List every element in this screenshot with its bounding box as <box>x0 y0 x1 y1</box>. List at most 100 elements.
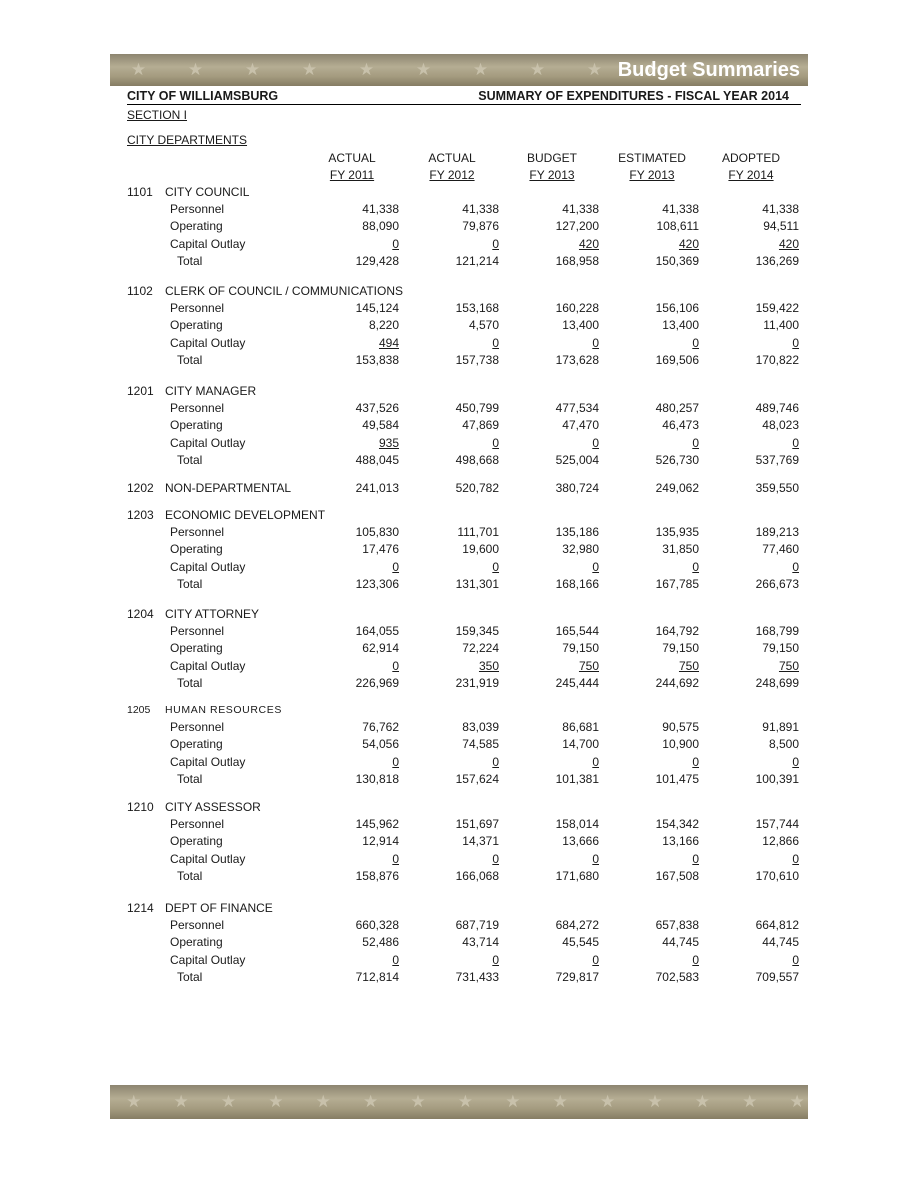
amount-cell: 0 <box>492 560 499 574</box>
department-name: CITY ATTORNEY <box>165 607 260 621</box>
amount-cell: 168,799 <box>755 624 799 638</box>
total-cell: 170,610 <box>755 869 799 883</box>
star-icon: ★ <box>415 59 432 80</box>
subsection-label: CITY DEPARTMENTS <box>127 133 248 147</box>
amount-cell: 420 <box>778 237 799 251</box>
amount-cell: 135,935 <box>655 525 699 539</box>
amount-cell: 13,166 <box>662 834 699 848</box>
amount-cell: 450,799 <box>455 401 499 415</box>
amount-cell: 157,744 <box>755 817 799 831</box>
total-cell: 150,369 <box>655 254 699 268</box>
amount-cell: 79,150 <box>662 641 699 655</box>
amount-cell: 0 <box>792 953 799 967</box>
amount-cell: 0 <box>492 852 499 866</box>
amount-cell: 750 <box>678 659 699 673</box>
star-icon: ★ <box>301 59 318 80</box>
amount-cell: 0 <box>692 336 699 350</box>
amount-cell: 13,666 <box>562 834 599 848</box>
amount-cell: 359,550 <box>755 481 799 495</box>
amount-cell: 165,544 <box>555 624 599 638</box>
row-label: Capital Outlay <box>170 237 246 251</box>
column-header-type: ACTUAL <box>328 151 376 165</box>
row-label: Total <box>177 577 203 591</box>
total-cell: 170,822 <box>755 353 799 367</box>
star-icon: ★ <box>647 1091 663 1112</box>
amount-cell: 88,090 <box>362 219 399 233</box>
column-header-year: FY 2014 <box>728 168 774 182</box>
row-label: Operating <box>170 318 223 332</box>
total-cell: 248,699 <box>755 676 799 690</box>
amount-cell: 0 <box>392 953 399 967</box>
amount-cell: 0 <box>792 336 799 350</box>
star-icon: ★ <box>410 1091 426 1112</box>
row-label: Capital Outlay <box>170 560 246 574</box>
total-cell: 488,045 <box>355 453 399 467</box>
amount-cell: 44,745 <box>662 935 699 949</box>
star-icon: ★ <box>505 1091 521 1112</box>
star-icon: ★ <box>220 1091 237 1112</box>
amount-cell: 0 <box>492 336 499 350</box>
department-code: 1201 <box>127 384 154 398</box>
amount-cell: 684,272 <box>555 918 599 932</box>
amount-cell: 350 <box>478 659 499 673</box>
amount-cell: 79,150 <box>762 641 799 655</box>
amount-cell: 477,534 <box>555 401 599 415</box>
total-cell: 171,680 <box>555 869 599 883</box>
department-code: 1202 <box>127 481 154 495</box>
total-cell: 100,391 <box>755 772 799 786</box>
amount-cell: 49,584 <box>362 418 399 432</box>
star-icon: ★ <box>599 1091 616 1112</box>
amount-cell: 31,850 <box>662 542 699 556</box>
amount-cell: 159,345 <box>455 624 499 638</box>
row-label: Personnel <box>170 301 225 315</box>
amount-cell: 189,213 <box>755 525 799 539</box>
row-label: Capital Outlay <box>170 852 246 866</box>
amount-cell: 135,186 <box>555 525 599 539</box>
star-icon: ★ <box>643 59 660 80</box>
amount-cell: 0 <box>692 436 699 450</box>
amount-cell: 45,545 <box>562 935 599 949</box>
row-label: Capital Outlay <box>170 336 246 350</box>
row-label: Total <box>177 676 203 690</box>
amount-cell: 437,526 <box>355 401 399 415</box>
amount-cell: 0 <box>692 755 699 769</box>
total-cell: 231,919 <box>455 676 499 690</box>
amount-cell: 249,062 <box>655 481 699 495</box>
amount-cell: 153,168 <box>455 301 499 315</box>
department-name: HUMAN RESOURCES <box>165 704 282 716</box>
amount-cell: 660,328 <box>355 918 399 932</box>
amount-cell: 0 <box>492 953 499 967</box>
amount-cell: 750 <box>778 659 799 673</box>
amount-cell: 8,220 <box>368 318 399 332</box>
amount-cell: 14,700 <box>562 737 599 751</box>
star-icon: ★ <box>187 59 204 80</box>
amount-cell: 520,782 <box>455 481 499 495</box>
column-header-type: ACTUAL <box>428 151 476 165</box>
star-row: ★ ★ ★ ★ ★ ★ ★ ★ ★ ★ <box>110 54 680 86</box>
star-icon: ★ <box>789 1091 805 1112</box>
amount-cell: 0 <box>792 852 799 866</box>
department-name: CITY MANAGER <box>165 384 257 398</box>
amount-cell: 91,891 <box>762 720 799 734</box>
total-cell: 731,433 <box>455 970 499 984</box>
amount-cell: 0 <box>392 659 399 673</box>
total-cell: 123,306 <box>355 577 399 591</box>
row-label: Personnel <box>170 817 225 831</box>
total-cell: 101,381 <box>555 772 599 786</box>
total-cell: 525,004 <box>555 453 599 467</box>
row-label: Total <box>177 453 203 467</box>
amount-cell: 160,228 <box>555 301 599 315</box>
amount-cell: 158,014 <box>555 817 599 831</box>
total-cell: 168,958 <box>555 254 599 268</box>
amount-cell: 32,980 <box>562 542 599 556</box>
star-icon: ★ <box>363 1091 379 1112</box>
amount-cell: 83,039 <box>462 720 499 734</box>
amount-cell: 151,697 <box>455 817 499 831</box>
amount-cell: 0 <box>592 336 599 350</box>
amount-cell: 10,900 <box>662 737 699 751</box>
row-label: Operating <box>170 219 223 233</box>
amount-cell: 420 <box>578 237 599 251</box>
row-label: Capital Outlay <box>170 436 246 450</box>
amount-cell: 0 <box>692 953 699 967</box>
total-cell: 168,166 <box>555 577 599 591</box>
